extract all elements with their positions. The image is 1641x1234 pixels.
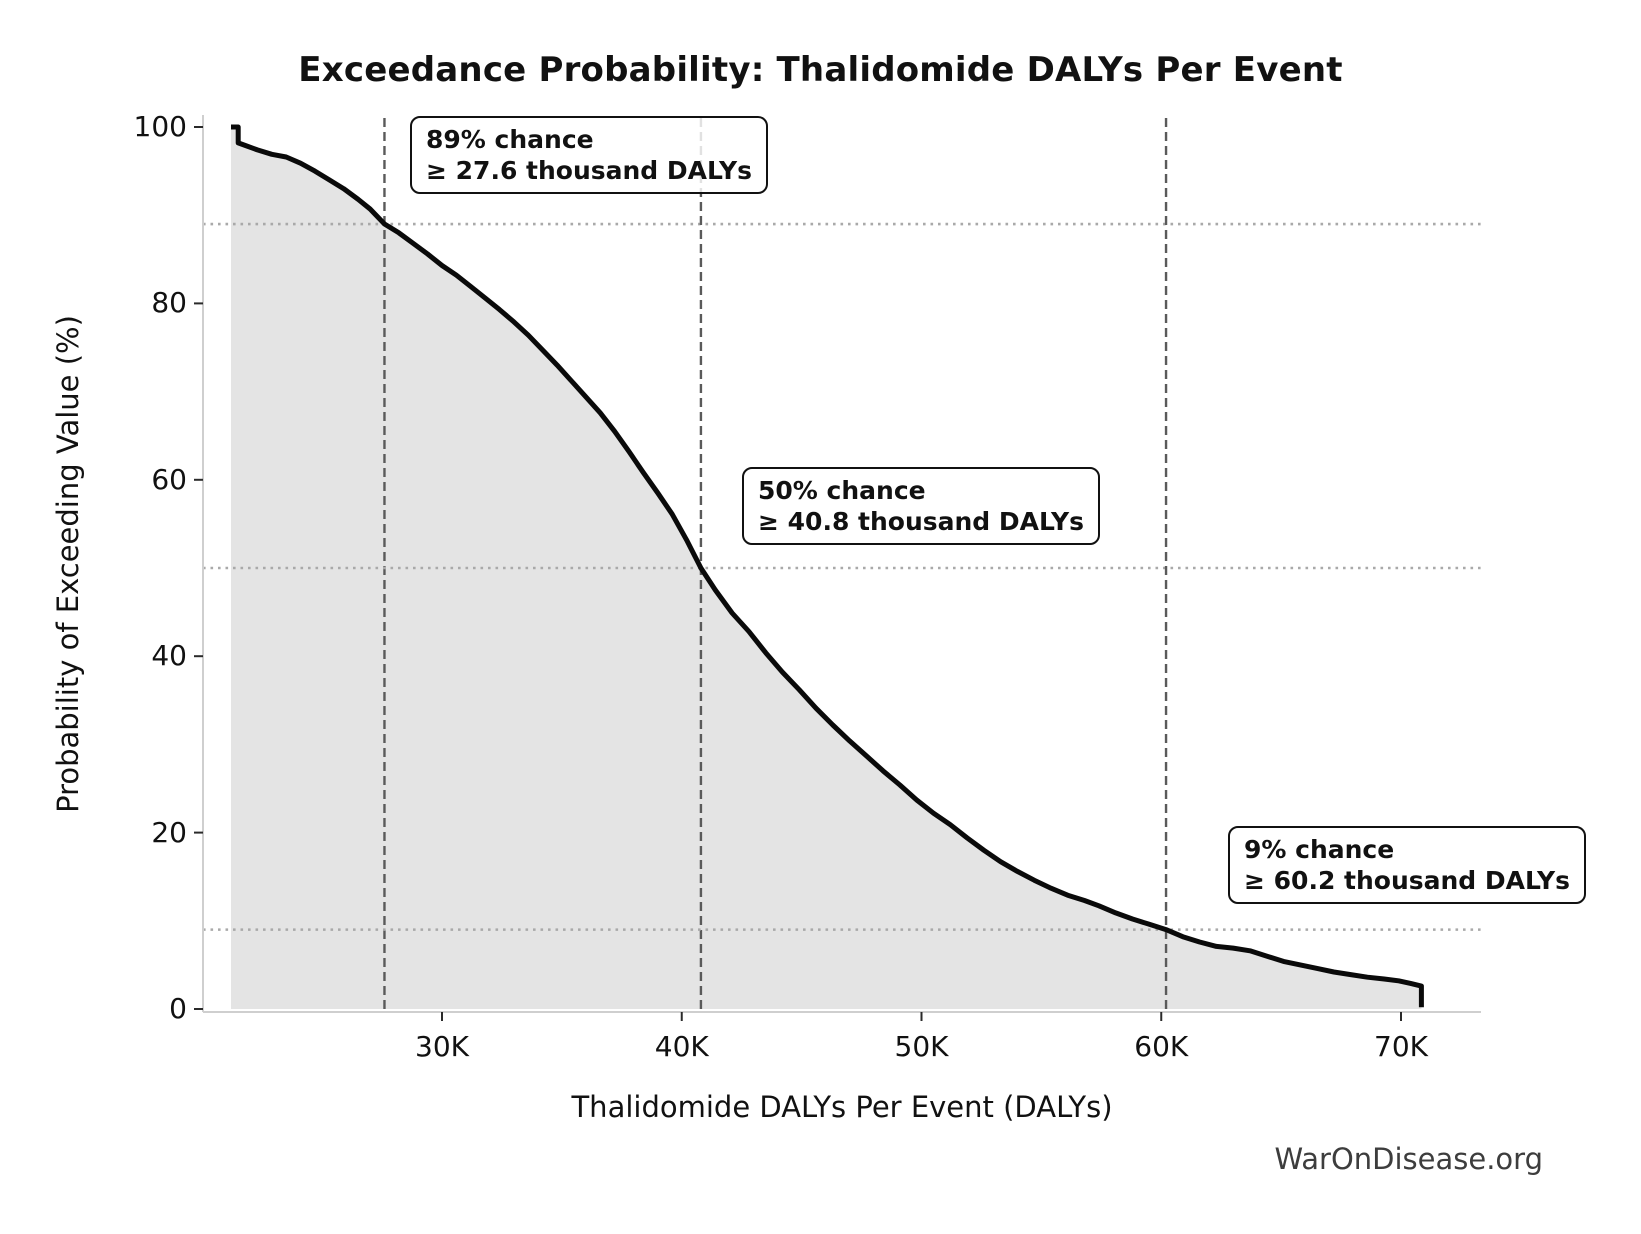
annotation-89pct: 89% chance ≥ 27.6 thousand DALYs (410, 116, 769, 194)
annotation-9pct-line1: 9% chance (1244, 835, 1395, 864)
x-tick-label-50K: 50K (894, 1030, 949, 1063)
x-tick-label-30K: 30K (415, 1030, 469, 1063)
watermark: WarOnDisease.org (1274, 1142, 1543, 1176)
y-tick-label-60: 60 (151, 462, 187, 496)
exceedance-curve (231, 124, 1424, 1008)
annotation-9pct: 9% chance ≥ 60.2 thousand DALYs (1228, 826, 1587, 904)
y-tick-label-0: 0 (169, 992, 187, 1025)
chart-title: Exceedance Probability: Thalidomide DALY… (298, 50, 1343, 90)
annotation-50pct: 50% chance ≥ 40.8 thousand DALYs (742, 467, 1101, 545)
y-tick-label-40: 40 (151, 639, 187, 673)
x-tick-label-40K: 40K (654, 1030, 709, 1063)
annotation-89pct-line2: ≥ 27.6 thousand DALYs (426, 156, 753, 185)
y-tick-label-100: 100 (133, 110, 187, 143)
y-axis-label: Probability of Exceeding Value (%) (51, 315, 85, 813)
y-tick-label-20: 20 (151, 815, 187, 849)
x-tick-label-60K: 60K (1134, 1030, 1189, 1063)
x-tick-label-70K: 70K (1374, 1030, 1428, 1063)
x-axis-label: Thalidomide DALYs Per Event (DALYs) (571, 1090, 1113, 1124)
annotation-50pct-line2: ≥ 40.8 thousand DALYs (758, 507, 1085, 536)
annotation-50pct-line1: 50% chance (758, 476, 926, 505)
annotation-9pct-line2: ≥ 60.2 thousand DALYs (1244, 866, 1571, 895)
y-tick-label-80: 80 (151, 286, 187, 320)
exceedance-area-fill (231, 127, 1422, 1009)
annotation-89pct-line1: 89% chance (426, 125, 594, 154)
